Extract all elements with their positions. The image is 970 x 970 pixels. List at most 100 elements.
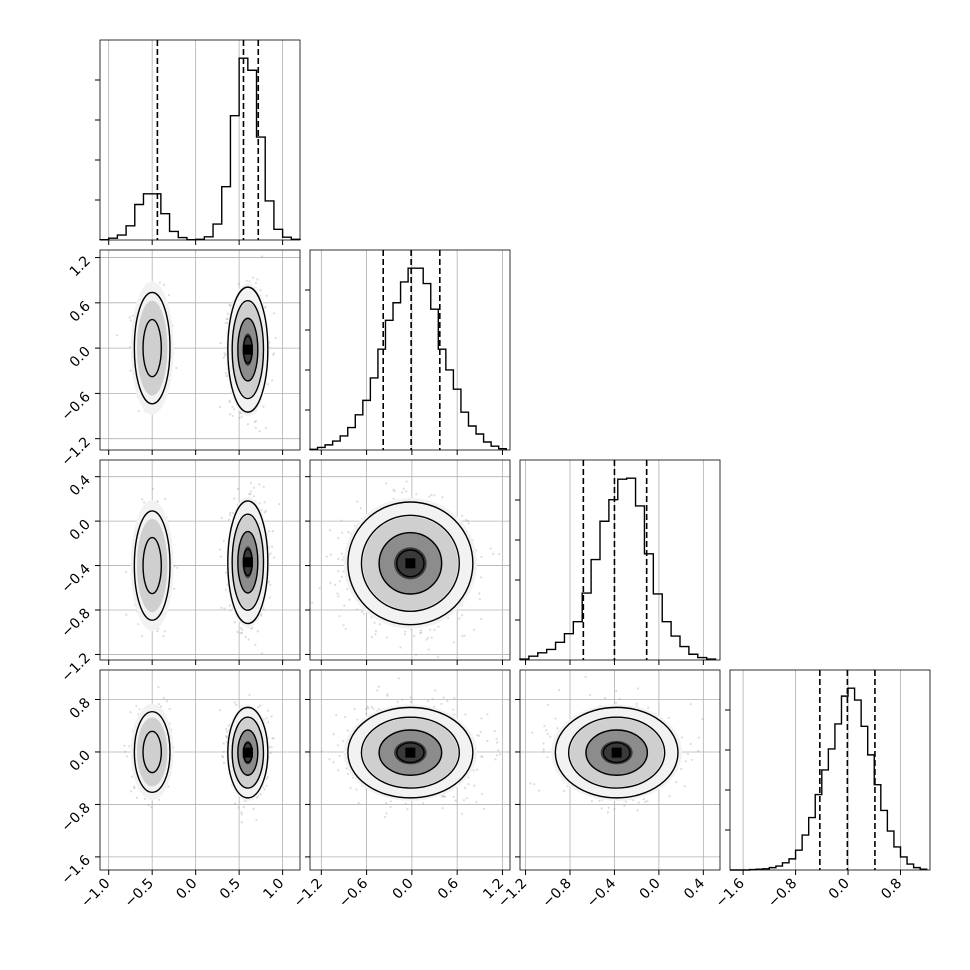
scatter-point xyxy=(336,592,339,595)
scatter-point xyxy=(167,785,170,788)
scatter-point xyxy=(341,531,344,534)
density-content xyxy=(115,255,277,433)
scatter-point xyxy=(478,592,481,595)
scatter-point xyxy=(264,509,267,512)
scatter-point xyxy=(233,408,236,411)
scatter-point xyxy=(325,555,328,558)
scatter-point xyxy=(157,685,160,689)
scatter-point xyxy=(480,576,483,579)
scatter-point xyxy=(272,312,276,315)
scatter-point xyxy=(263,501,266,504)
contour-line xyxy=(237,530,259,594)
scatter-point xyxy=(258,483,261,486)
scatter-point xyxy=(498,552,501,556)
scatter-point xyxy=(430,493,433,497)
scatter-point xyxy=(163,630,166,633)
scatter-point xyxy=(272,353,275,356)
peak-marker xyxy=(405,558,416,569)
scatter-point xyxy=(258,502,261,505)
scatter-point xyxy=(270,545,274,548)
contour-line xyxy=(231,300,265,400)
scatter-point xyxy=(343,604,346,607)
scatter-point xyxy=(342,570,345,573)
scatter-point xyxy=(245,279,248,282)
scatter-point xyxy=(125,613,128,616)
scatter-point xyxy=(219,555,223,558)
scatter-point xyxy=(229,514,232,517)
scatter-point xyxy=(162,696,165,699)
scatter-point xyxy=(359,507,362,510)
scatter-point xyxy=(393,489,396,493)
scatter-point xyxy=(271,530,274,533)
scatter-point xyxy=(373,621,376,624)
scatter-point xyxy=(259,289,262,292)
scatter-point xyxy=(262,485,265,488)
scatter-point xyxy=(239,632,242,635)
scatter-point xyxy=(254,282,258,285)
scatter-point xyxy=(123,750,127,753)
scatter-point xyxy=(429,628,432,631)
scatter-point xyxy=(413,634,416,638)
scatter-point xyxy=(262,608,265,611)
scatter-point xyxy=(219,341,222,345)
scatter-point xyxy=(265,294,268,297)
contour-line xyxy=(360,514,460,613)
y-tick-label: 0.0 xyxy=(67,344,94,371)
scatter-point xyxy=(176,566,179,569)
scatter-point xyxy=(340,575,343,578)
scatter-point xyxy=(248,492,251,495)
scatter-point xyxy=(228,604,232,607)
scatter-point xyxy=(233,621,236,624)
scatter-point xyxy=(238,416,241,420)
scatter-point xyxy=(140,635,144,638)
scatter-point xyxy=(340,552,343,555)
scatter-point xyxy=(254,426,257,429)
contour-line xyxy=(237,317,259,382)
scatter-point xyxy=(129,345,132,349)
scatter-point xyxy=(143,501,146,504)
scatter-point xyxy=(269,552,272,555)
scatter-point xyxy=(461,635,464,638)
scatter-point xyxy=(264,305,267,308)
histogram-panel: −1.6 −0.8 0.0 0.8 xyxy=(713,669,931,911)
scatter-point xyxy=(162,283,166,286)
contour-line xyxy=(227,286,269,413)
scatter-point xyxy=(228,303,231,306)
scatter-point xyxy=(263,511,267,514)
scatter-point xyxy=(268,580,271,583)
scatter-point xyxy=(405,490,408,493)
scatter-point xyxy=(254,643,257,647)
scatter-point xyxy=(329,581,332,584)
scatter-point xyxy=(278,502,281,506)
scatter-point xyxy=(338,614,341,618)
scatter-point xyxy=(254,419,257,423)
scatter-point xyxy=(253,420,256,424)
scatter-point xyxy=(360,610,363,613)
scatter-point xyxy=(404,630,407,633)
scatter-point xyxy=(162,635,165,638)
scatter-point xyxy=(472,628,475,631)
scatter-point xyxy=(143,797,146,800)
scatter-point xyxy=(370,616,373,619)
contour-line xyxy=(227,500,269,625)
scatter-point xyxy=(356,608,359,611)
scatter-point xyxy=(271,379,274,382)
scatter-point xyxy=(256,278,259,281)
scatter-point xyxy=(419,632,422,635)
scatter-point xyxy=(239,626,243,630)
scatter-point xyxy=(348,598,351,601)
histogram-panel xyxy=(305,249,511,455)
scatter-point xyxy=(249,490,253,493)
peak-marker xyxy=(242,344,253,355)
scatter-point xyxy=(222,356,225,359)
scatter-point xyxy=(311,601,314,604)
scatter-point xyxy=(241,628,244,632)
scatter-point xyxy=(229,511,232,514)
histogram-step xyxy=(519,477,717,660)
scatter-point xyxy=(370,635,374,639)
scatter-point xyxy=(249,481,253,485)
scatter-point xyxy=(261,255,264,258)
scatter-point xyxy=(461,514,464,518)
scatter-point xyxy=(261,652,264,655)
density-panel: −1.2−0.60.00.61.2 xyxy=(58,249,301,470)
